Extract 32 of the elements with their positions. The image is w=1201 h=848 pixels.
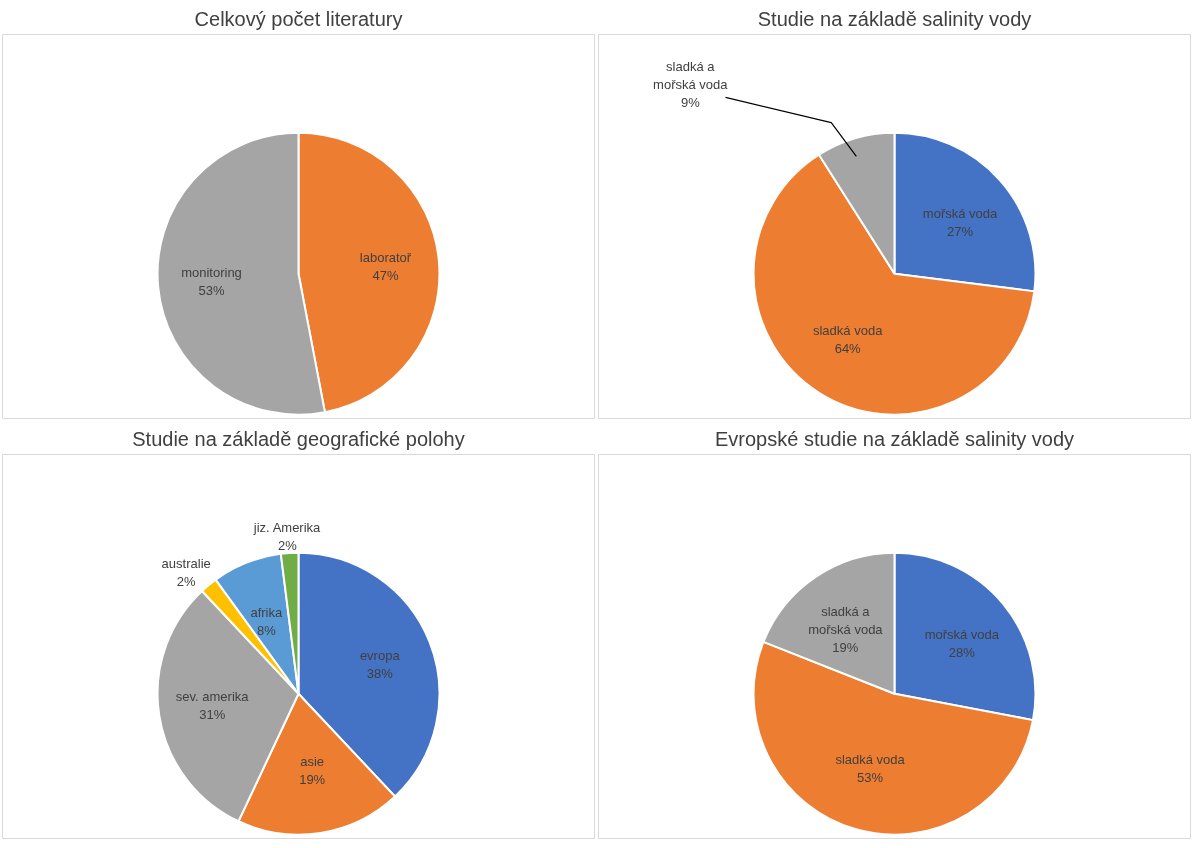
data-label: 8% bbox=[256, 622, 277, 638]
slice-label: mořská voda bbox=[922, 205, 999, 221]
slice-label: sladká voda bbox=[812, 323, 884, 339]
chart-title: Celkový počet literatury bbox=[194, 7, 403, 30]
slice-label: monitoring bbox=[181, 264, 242, 280]
data-label: 2% bbox=[278, 538, 298, 554]
slice-label: evropa bbox=[359, 648, 401, 664]
slice-label: australie bbox=[161, 555, 211, 571]
data-label: 47% bbox=[372, 267, 399, 283]
slice-label: mořská voda bbox=[924, 627, 1000, 643]
slice-label: afrika bbox=[250, 604, 283, 620]
data-label: 53% bbox=[857, 770, 884, 786]
chart-title: Studie na základě geografické polohy bbox=[132, 427, 465, 450]
slice-label: asie bbox=[300, 754, 325, 770]
data-label: 38% bbox=[366, 666, 394, 682]
data-label: 53% bbox=[198, 282, 225, 298]
data-label: 27% bbox=[947, 223, 974, 239]
slice-label: sladká a mořská voda bbox=[808, 603, 884, 637]
chart-title: Studie na základě salinity vody bbox=[757, 7, 1032, 30]
data-label: 19% bbox=[832, 639, 859, 655]
data-label: 2% bbox=[176, 573, 197, 589]
slice-label: sladká a mořská voda bbox=[653, 59, 729, 93]
data-label: 31% bbox=[199, 707, 226, 723]
slice-label: sev. amerika bbox=[175, 689, 250, 705]
chart-title: Evropské studie na základě salinity vody bbox=[714, 427, 1075, 450]
slice-label: sladká voda bbox=[835, 752, 906, 768]
data-label: 64% bbox=[834, 341, 862, 357]
data-label: 9% bbox=[680, 95, 701, 111]
data-label: 28% bbox=[948, 645, 976, 661]
slice-label: jiz. Amerika bbox=[252, 520, 322, 536]
slice-label: laboratoř bbox=[359, 249, 412, 265]
data-label: 19% bbox=[299, 772, 326, 788]
